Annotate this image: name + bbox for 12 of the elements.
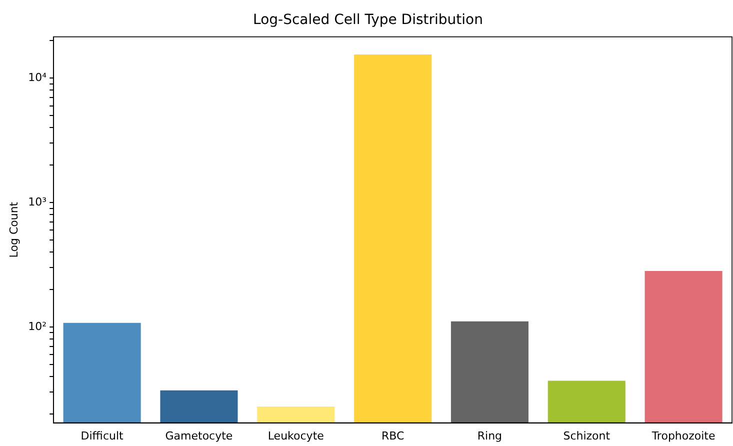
- x-tick-label: Trophozoite: [650, 429, 716, 442]
- x-tick-label: Difficult: [80, 429, 124, 442]
- x-tick-label: Gametocyte: [165, 429, 233, 442]
- y-tick-label: 10³: [28, 195, 47, 208]
- x-tick-label: RBC: [381, 429, 404, 442]
- x-tick-label: Leukocyte: [268, 429, 324, 442]
- y-tick-label: 10⁴: [28, 71, 48, 84]
- chart-title: Log-Scaled Cell Type Distribution: [253, 12, 483, 28]
- y-axis-title: Log Count: [7, 201, 20, 258]
- x-tick-label: Ring: [477, 429, 502, 442]
- y-tick-label: 10²: [28, 320, 47, 333]
- x-tick-label: Schizont: [563, 429, 611, 442]
